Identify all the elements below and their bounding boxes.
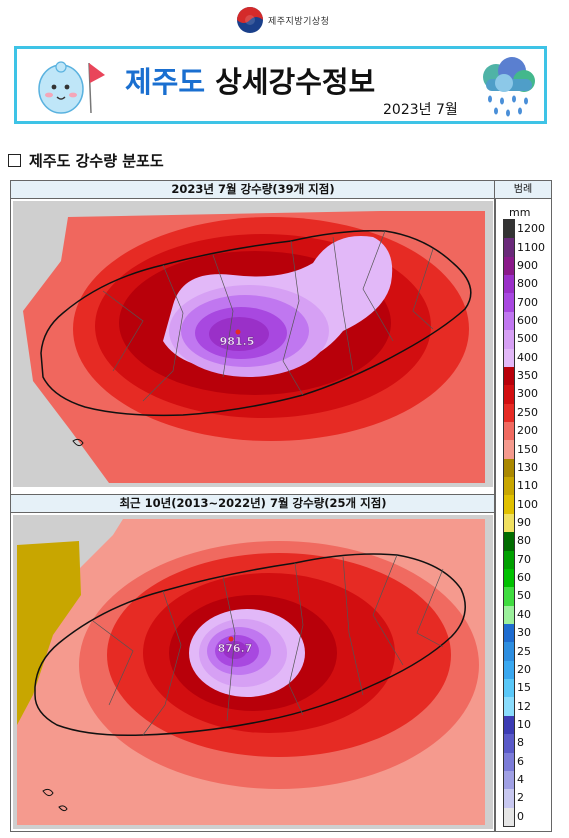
legend-tick-label: 20 [517, 662, 531, 676]
legend-swatch [504, 807, 514, 827]
legend-swatch [504, 770, 514, 790]
map-title-10yr: 최근 10년(2013~2022년) 7월 강수량(25개 지점) [11, 494, 495, 513]
rainfall-map-2023: 981.5 [13, 201, 493, 487]
legend-tick-label: 200 [517, 424, 538, 438]
max-value-label-10yr: 876.7 [218, 642, 253, 655]
legend-tick-label: 250 [517, 405, 538, 419]
legend-tick-label: 350 [517, 369, 538, 383]
legend-swatch [504, 403, 514, 423]
banner-title-rest: 상세강수정보 [215, 65, 376, 99]
legend-tick-label: 2 [517, 791, 524, 805]
legend-tick-label: 90 [517, 516, 531, 529]
legend-tick-label: 500 [517, 332, 538, 346]
legend-swatch [504, 311, 514, 331]
government-emblem-icon [237, 7, 263, 33]
banner-title-region: 제주도 [125, 65, 206, 99]
legend-swatch [504, 256, 514, 276]
map-title-2023: 2023년 7월 강수량(39개 지점) [11, 181, 495, 199]
agency-header: 제주지방기상청 [236, 6, 329, 34]
legend-swatch [504, 568, 514, 588]
legend-swatch [504, 495, 514, 515]
legend-tick-label: 25 [517, 644, 531, 658]
legend-swatch [504, 550, 514, 570]
legend: 범례 mm 1200 1100 900 800 700 600 500 400 350 300 25… [494, 180, 552, 832]
title-banner: 제주도 상세강수정보 2023년 7월 [14, 46, 547, 124]
legend-swatch [504, 587, 514, 607]
legend-swatch [504, 293, 514, 313]
legend-swatch [504, 697, 514, 717]
legend-tick-label: 800 [517, 277, 538, 291]
checkbox-square-icon [8, 154, 21, 167]
legend-swatch [504, 789, 514, 809]
legend-swatch [504, 752, 514, 772]
legend-tick-label: 8 [517, 736, 524, 750]
legend-tick-label: 6 [517, 754, 524, 768]
legend-tick-label: 400 [517, 350, 538, 364]
legend-tick-label: 4 [517, 773, 524, 787]
legend-tick-label: 600 [517, 314, 538, 327]
legend-swatch [504, 477, 514, 496]
legend-tick-label: 100 [517, 497, 538, 511]
legend-tick-label: 80 [517, 534, 531, 548]
legend-tick-label: 1100 [517, 240, 545, 254]
legend-swatch [504, 348, 514, 368]
legend-swatch [504, 624, 514, 643]
map-frame: 2023년 7월 강수량(39개 지점) 98 [10, 180, 496, 832]
legend-swatch [504, 330, 514, 350]
legend-swatch [504, 220, 514, 239]
legend-swatch [504, 642, 514, 662]
legend-swatch [504, 440, 514, 460]
legend-swatch [504, 275, 514, 294]
legend-tick-label: 900 [517, 258, 538, 272]
legend-tick-label: 60 [517, 571, 531, 585]
legend-swatch [504, 422, 514, 441]
legend-swatch [504, 532, 514, 552]
legend-tick-label: 50 [517, 589, 531, 603]
legend-swatch [504, 734, 514, 754]
legend-swatch [504, 366, 514, 386]
legend-tick-label: 0 [517, 809, 524, 823]
legend-tick-label: 40 [517, 607, 531, 621]
legend-swatch [504, 679, 514, 698]
mascot-with-flag-icon [38, 61, 105, 114]
legend-tick-label: 30 [517, 626, 531, 640]
legend-tick-label: 300 [517, 387, 538, 401]
legend-tick-label: 12 [517, 699, 531, 713]
legend-tick-label: 130 [517, 460, 538, 474]
banner-title: 제주도 상세강수정보 [125, 59, 375, 101]
legend-tick-label: 70 [517, 552, 531, 566]
legend-unit: mm [509, 206, 531, 219]
legend-tick-label: 700 [517, 295, 538, 309]
legend-title: 범례 [495, 181, 551, 199]
rainfall-map-10yr: 876.7 [13, 515, 493, 829]
legend-swatch [504, 238, 514, 258]
banner-date: 2023년 7월 [383, 102, 458, 118]
legend-tick-label: 15 [517, 681, 531, 695]
legend-swatch [504, 660, 514, 680]
legend-tick-label: 150 [517, 442, 538, 456]
legend-swatch [504, 458, 514, 478]
section-title: 제주도 강수량 분포도 [29, 152, 164, 170]
agency-name: 제주지방기상청 [268, 16, 330, 27]
legend-swatch [504, 513, 514, 533]
section-heading: 제주도 강수량 분포도 [8, 150, 164, 171]
rain-cloud-icon [483, 57, 535, 117]
legend-tick-label: 10 [517, 718, 531, 731]
legend-tick-label: 110 [517, 479, 538, 493]
legend-swatch [504, 715, 514, 735]
legend-tick-label: 1200 [517, 222, 545, 236]
legend-color-bar [503, 219, 515, 827]
legend-swatch [504, 605, 514, 625]
legend-swatch [504, 385, 514, 405]
max-value-label-2023: 981.5 [220, 335, 255, 348]
